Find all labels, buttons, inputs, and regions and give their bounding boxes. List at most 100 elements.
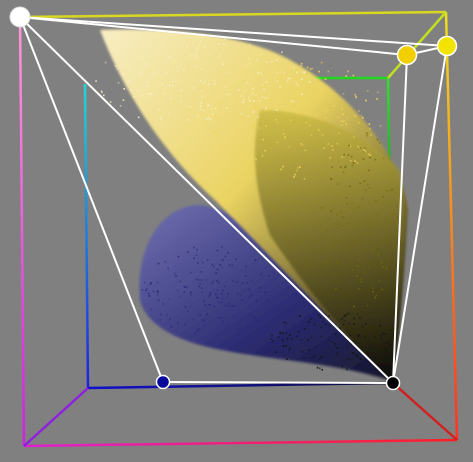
cloud-point (382, 157, 385, 160)
black-point-handle[interactable] (385, 375, 401, 391)
cloud-point (339, 166, 342, 168)
cloud-point (266, 315, 269, 317)
cloud-point (251, 295, 254, 297)
cloud-point (190, 293, 192, 296)
cloud-point (305, 121, 308, 124)
cloud-point (295, 111, 298, 114)
blue-point-handle[interactable] (155, 374, 171, 390)
cloud-point (279, 331, 281, 334)
cloud-point (123, 88, 125, 90)
cloud-point (239, 294, 242, 297)
cloud-point (282, 345, 285, 347)
cloud-point (360, 358, 362, 360)
cloud-point (360, 278, 363, 280)
cloud-point (313, 355, 316, 357)
cloud-point (246, 281, 249, 284)
cloud-point (345, 165, 347, 168)
cloud-point (175, 275, 177, 277)
cloud-point (255, 299, 258, 301)
cloud-point (160, 117, 162, 120)
yellow-outer-handle[interactable] (436, 35, 458, 57)
cloud-point (172, 80, 174, 83)
cloud-point (387, 258, 389, 260)
cloud-point (346, 340, 348, 343)
cloud-point (228, 119, 230, 122)
cloud-point (189, 106, 191, 108)
cloud-point (223, 43, 225, 45)
cloud-point (150, 92, 152, 95)
cloud-point (190, 54, 192, 57)
cloud-point (248, 99, 251, 102)
cloud-point (256, 59, 258, 62)
cloud-point (363, 271, 366, 273)
cloud-point (171, 84, 174, 87)
cloud-point (340, 120, 343, 123)
cloud-point (126, 80, 129, 83)
cloud-point (255, 94, 257, 96)
cloud-point (219, 264, 221, 266)
cloud-point (233, 153, 235, 156)
cloud-point (253, 316, 255, 318)
cloud-point (346, 203, 349, 205)
cloud-point (292, 66, 295, 69)
cloud-point (121, 73, 124, 75)
cloud-point (114, 65, 117, 67)
white-point-handle[interactable] (9, 6, 31, 28)
cloud-point (169, 56, 171, 58)
line-white-to-yellow-inner (19, 16, 408, 56)
cloud-point (200, 105, 202, 107)
cloud-point (261, 83, 264, 86)
cloud-point (326, 109, 329, 112)
cloud-point (147, 81, 149, 83)
cloud-point (351, 202, 353, 205)
cloud-point (228, 106, 231, 109)
cloud-point (221, 246, 223, 248)
cloud-point (335, 223, 337, 225)
outer-right-edge (444, 11, 459, 441)
cloud-point (294, 78, 297, 80)
cloud-point (280, 168, 282, 171)
cloud-point (162, 303, 165, 305)
cloud-point (309, 68, 312, 70)
cloud-point (378, 142, 381, 144)
cloud-point (336, 142, 339, 145)
cloud-point (296, 169, 298, 172)
cloud-point (339, 265, 342, 268)
cloud-point (308, 81, 311, 83)
blue-cluster (139, 205, 395, 382)
cloud-point (187, 119, 190, 121)
cloud-point (348, 185, 351, 188)
cloud-point (208, 303, 210, 306)
cloud-point (347, 70, 349, 73)
cloud-point (362, 325, 364, 328)
yellow-inner-handle[interactable] (396, 44, 418, 66)
cloud-point (224, 38, 226, 40)
cloud-point (359, 232, 362, 234)
cloud-point (284, 136, 286, 138)
cloud-point (318, 70, 320, 73)
cloud-point (208, 116, 210, 119)
cloud-point (212, 280, 215, 283)
cloud-point (203, 82, 205, 84)
line-yellow-outer-to-black (392, 45, 448, 384)
cloud-point (255, 158, 257, 161)
cloud-point (310, 99, 312, 101)
cloud-point (122, 99, 125, 101)
cloud-point (366, 132, 368, 135)
cloud-point (221, 266, 223, 269)
cloud-point (248, 288, 250, 290)
cloud-point (391, 236, 393, 238)
cloud-point (359, 357, 361, 360)
cloud-point (259, 76, 261, 79)
cloud-point (279, 91, 282, 94)
cloud-point (236, 97, 239, 99)
cloud-point (280, 69, 283, 71)
cloud-point (380, 259, 382, 261)
cloud-point (326, 229, 328, 232)
cloud-point (345, 314, 347, 316)
cloud-point (308, 320, 310, 323)
cloud-point (196, 47, 199, 49)
cloud-point (204, 45, 207, 48)
